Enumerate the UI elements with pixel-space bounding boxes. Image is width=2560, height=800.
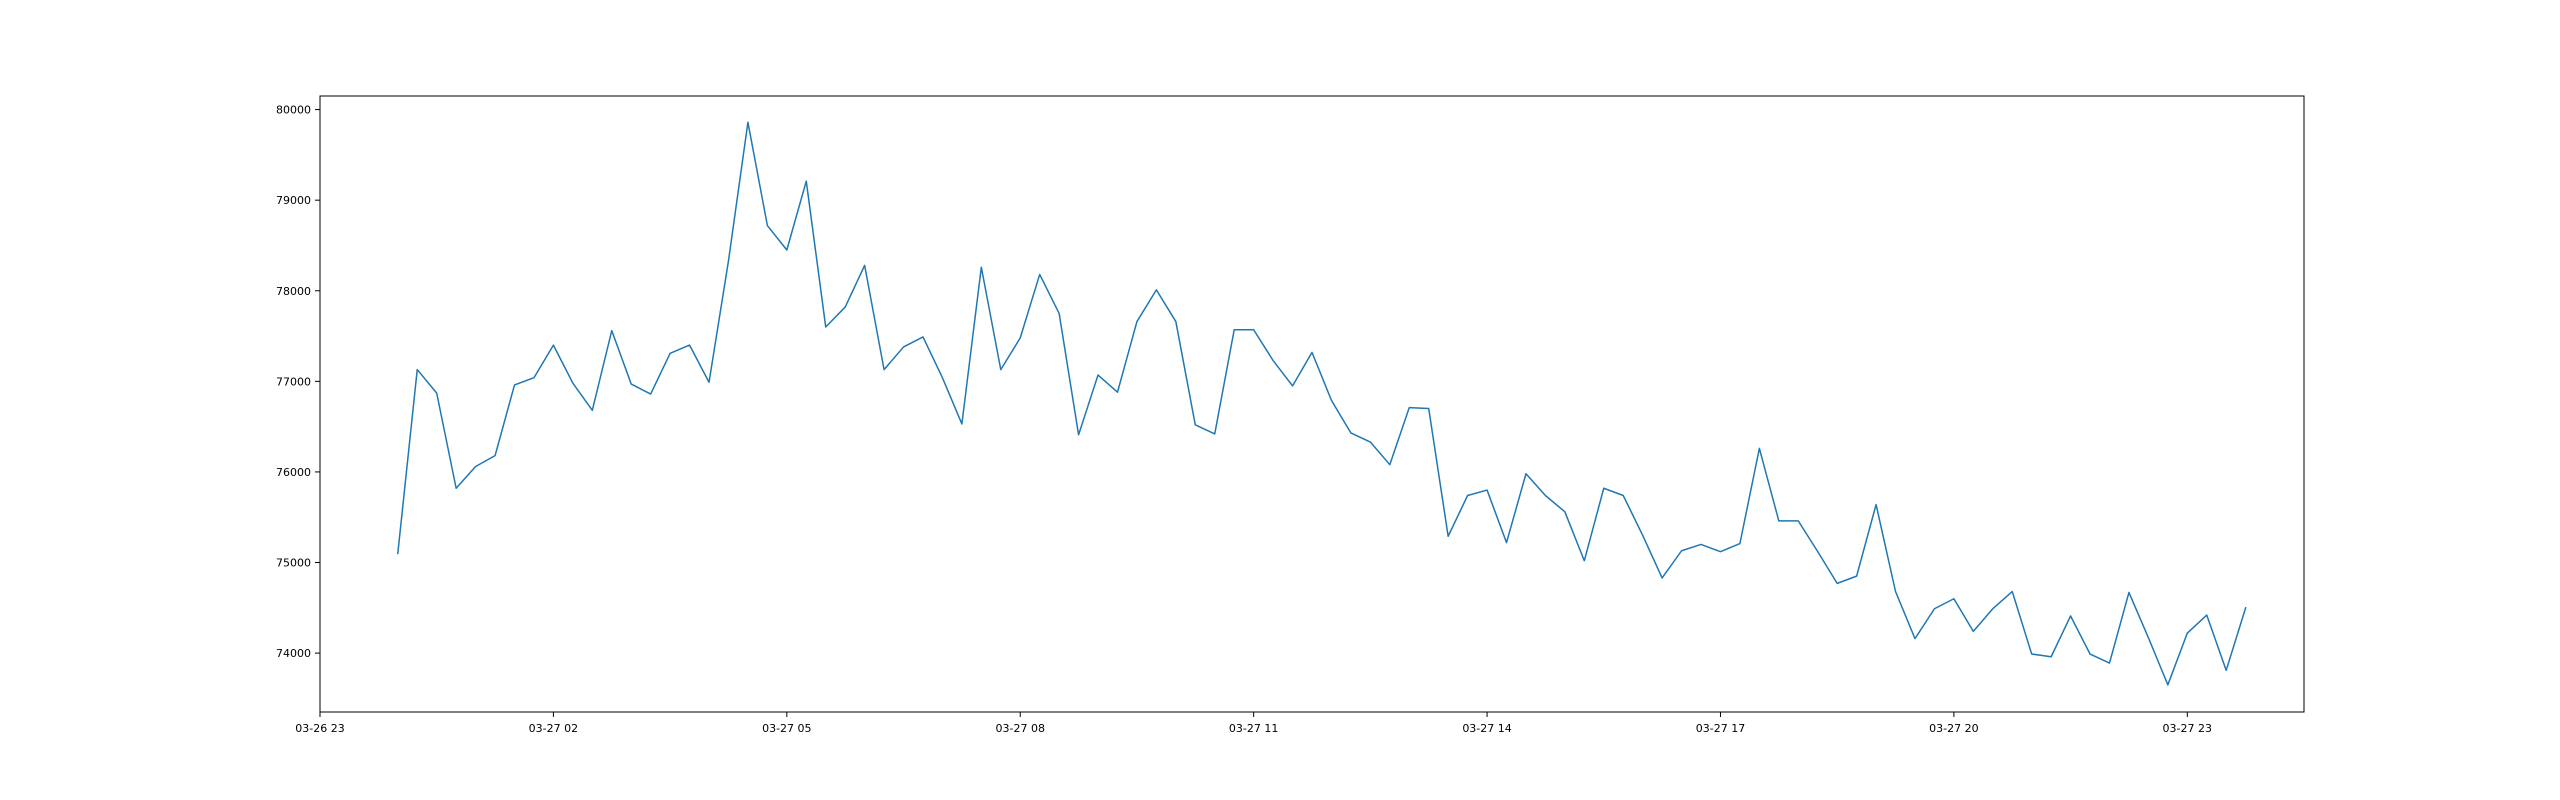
x-tick-label: 03-26 23 <box>295 722 344 735</box>
series-line <box>396 121 2247 686</box>
x-tick-label: 03-27 20 <box>1929 722 1978 735</box>
y-tick-label: 74000 <box>276 647 311 660</box>
x-tick-label: 03-27 08 <box>996 722 1045 735</box>
y-tick-label: 80000 <box>276 104 311 117</box>
x-tick-label: 03-27 23 <box>2163 722 2212 735</box>
y-tick-label: 76000 <box>276 466 311 479</box>
x-tick-label: 03-27 11 <box>1229 722 1278 735</box>
y-tick-label: 79000 <box>276 194 311 207</box>
plot-background <box>320 96 2304 712</box>
y-tick-label: 77000 <box>276 375 311 388</box>
x-tick-label: 03-27 14 <box>1462 722 1511 735</box>
x-tick-label: 03-27 17 <box>1696 722 1745 735</box>
plot-frame <box>319 95 2305 713</box>
x-tick-label: 03-27 05 <box>762 722 811 735</box>
y-tick-label: 78000 <box>276 285 311 298</box>
x-axis-ticks: 03-26 23 03-27 02 03-27 05 03-27 08 03-27 11… <box>295 712 2212 735</box>
y-axis-ticks: 74000 75000 76000 77000 78000 79000 80000 <box>276 104 320 660</box>
x-tick-label: 03-27 02 <box>529 722 578 735</box>
y-tick-label: 75000 <box>276 557 311 570</box>
